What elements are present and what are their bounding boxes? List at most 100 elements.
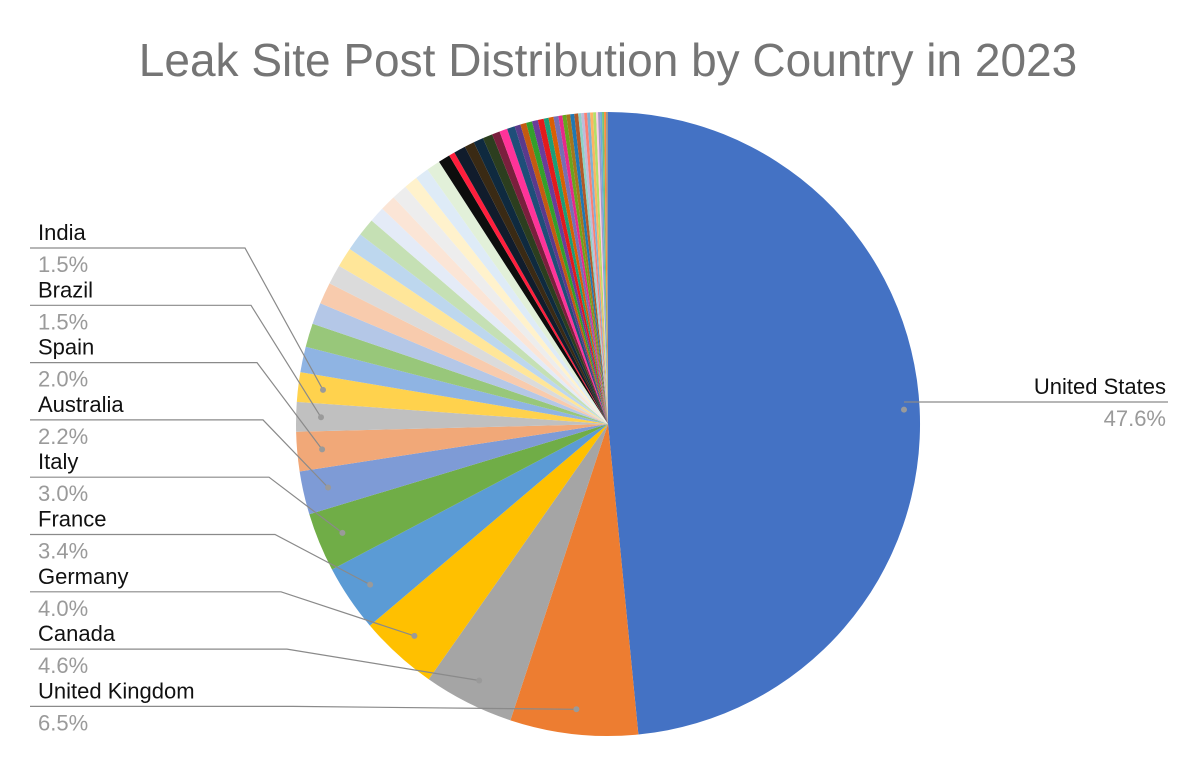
dot-italy <box>339 529 346 536</box>
label-spain: Spain <box>38 335 94 360</box>
label-canada: Canada <box>38 621 116 646</box>
slice-other-3 <box>320 283 608 424</box>
slice-other-37 <box>581 112 608 425</box>
slice-other-34 <box>570 113 608 424</box>
pct-united-states: 47.6% <box>1104 406 1166 431</box>
slice-other-38 <box>584 112 608 424</box>
leader-france <box>30 533 371 586</box>
slice-other-45 <box>602 112 608 424</box>
dot-brazil <box>318 414 324 421</box>
dot-canada <box>476 677 483 684</box>
slice-other-13 <box>427 161 608 425</box>
slice-other-21 <box>499 128 608 424</box>
dot-united-kingdom <box>573 706 580 713</box>
slice-other-10 <box>393 186 608 424</box>
slice-other-9 <box>382 197 608 424</box>
slice-other-25 <box>526 121 608 424</box>
slice-other-8 <box>371 208 608 424</box>
dot-india <box>320 386 326 393</box>
leader-germany <box>30 591 415 637</box>
leader-india <box>30 247 324 391</box>
slice-other-30 <box>553 115 608 424</box>
slice-canada <box>428 424 608 721</box>
label-united-kingdom: United Kingdom <box>38 678 195 703</box>
slice-united-kingdom <box>510 424 639 737</box>
dot-united-states <box>901 406 907 413</box>
label-germany: Germany <box>38 564 128 589</box>
slice-other-20 <box>492 131 608 424</box>
slice-other-24 <box>520 122 608 425</box>
slice-other-18 <box>473 138 608 425</box>
pct-germany: 4.0% <box>38 596 88 621</box>
slice-other-26 <box>531 120 608 424</box>
pct-france: 3.4% <box>38 539 88 564</box>
slice-other-19 <box>482 134 608 424</box>
pct-united-kingdom: 6.5% <box>38 710 88 735</box>
leader-spain <box>30 362 323 450</box>
slice-other-12 <box>416 169 608 424</box>
slice-other-2 <box>312 303 608 424</box>
slice-other-14 <box>439 155 608 424</box>
slice-other-11 <box>405 177 608 424</box>
leader-australia <box>30 419 329 488</box>
label-italy: Italy <box>38 449 78 474</box>
slice-other-27 <box>537 118 608 425</box>
label-brazil: Brazil <box>38 277 93 302</box>
slice-other-17 <box>464 142 608 424</box>
slice-other-36 <box>578 113 608 424</box>
leader-lines <box>30 247 1168 713</box>
slice-australia <box>299 424 608 515</box>
slice-other-35 <box>574 113 608 425</box>
slice-other-40 <box>590 112 608 425</box>
slice-other-1 <box>305 323 608 424</box>
slice-germany <box>369 424 608 680</box>
slice-other-29 <box>548 116 608 424</box>
slice-other-41 <box>593 112 608 424</box>
slice-united-states <box>608 112 921 735</box>
slice-other-4 <box>329 265 608 424</box>
label-india: India <box>38 220 86 245</box>
slice-labels: United States47.6%India1.5%Brazil1.5%Spa… <box>38 220 1166 735</box>
pct-italy: 3.0% <box>38 481 88 506</box>
slice-spain <box>296 424 608 472</box>
dot-germany <box>411 632 418 639</box>
slice-other-0 <box>300 346 608 424</box>
slice-other-42 <box>596 112 608 424</box>
slice-italy <box>309 424 608 570</box>
slice-other-6 <box>349 234 608 424</box>
slice-other-32 <box>562 114 608 424</box>
pie-slices <box>296 112 921 737</box>
leader-canada <box>30 648 480 682</box>
slice-other-23 <box>514 124 608 425</box>
slice-other-43 <box>598 112 608 424</box>
slice-other-22 <box>507 126 608 424</box>
pct-india: 1.5% <box>38 252 88 277</box>
pct-australia: 2.2% <box>38 424 88 449</box>
chart-title: Leak Site Post Distribution by Country i… <box>139 34 1077 86</box>
leader-italy <box>30 476 343 534</box>
slice-other-39 <box>587 112 608 425</box>
slice-other-31 <box>558 115 608 425</box>
pct-canada: 4.6% <box>38 653 88 678</box>
slice-other-16 <box>454 146 608 424</box>
pct-brazil: 1.5% <box>38 309 88 334</box>
slice-other-46 <box>604 112 608 424</box>
slice-other-28 <box>543 117 608 424</box>
pct-spain: 2.0% <box>38 367 88 392</box>
slice-other-7 <box>360 220 608 424</box>
slice-france <box>332 424 608 626</box>
slice-other-44 <box>600 112 608 424</box>
dot-australia <box>325 484 332 491</box>
slice-brazil <box>296 401 608 432</box>
leader-united-kingdom <box>30 705 577 710</box>
slice-other-5 <box>339 248 608 424</box>
dot-france <box>367 581 374 588</box>
slice-other-15 <box>449 152 608 424</box>
dot-spain <box>319 446 326 453</box>
slice-india <box>296 372 608 424</box>
slice-other-47 <box>606 112 608 424</box>
label-australia: Australia <box>38 392 124 417</box>
leader-brazil <box>30 304 322 418</box>
